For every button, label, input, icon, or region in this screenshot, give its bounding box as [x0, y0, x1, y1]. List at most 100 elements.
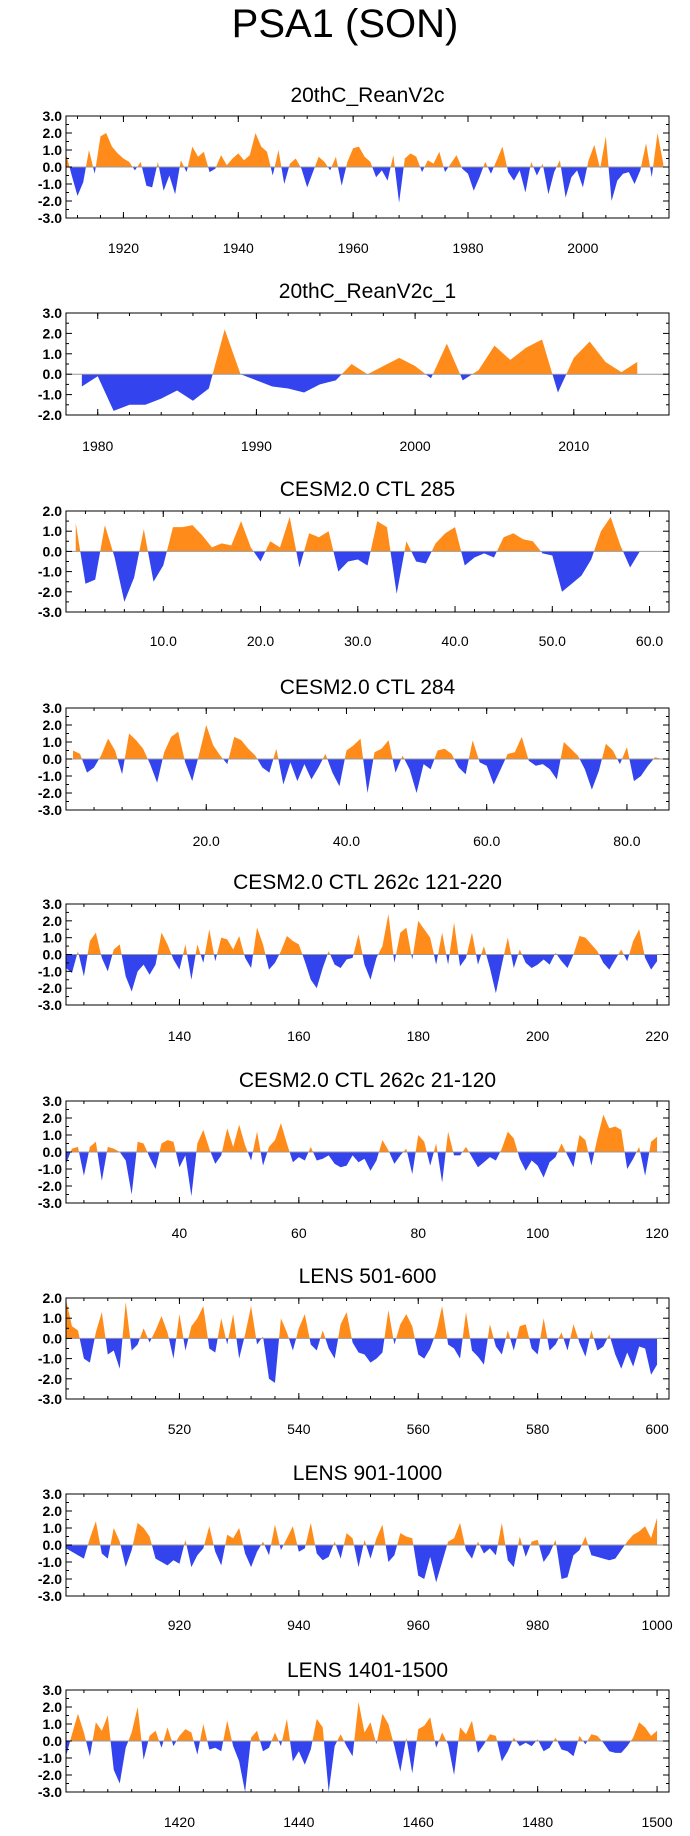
negative-area	[66, 1741, 658, 1792]
x-tick-label: 30.0	[344, 633, 371, 649]
y-tick-label: 2.0	[43, 125, 63, 141]
y-tick-label: -2.0	[38, 1371, 62, 1387]
y-tick-label: -3.0	[38, 1588, 62, 1604]
x-tick-label: 1500	[641, 1814, 672, 1830]
y-tick-label: 0.0	[43, 159, 63, 175]
chart-panel-8: LENS 901-1000 3.02.01.00.0-1.0-2.0-3.0 920…	[38, 1462, 673, 1633]
y-tick-label: -1.0	[38, 1351, 62, 1367]
y-tick-label: 2.0	[43, 1699, 63, 1715]
y-tick-label: -1.0	[38, 564, 62, 580]
y-tick-label: -3.0	[38, 604, 62, 620]
positive-area	[66, 1114, 658, 1152]
x-tick-label: 180	[407, 1028, 431, 1044]
y-tick-label: 3.0	[43, 1486, 63, 1502]
page-title: PSA1 (SON)	[231, 2, 459, 46]
x-tick-label: 1960	[338, 240, 369, 256]
chart-panel-7: LENS 501-600 2.0 1.0 0.0 -1.0 -2.0 -3.0 520 540 5…	[38, 1265, 670, 1437]
positive-area	[75, 517, 650, 552]
y-tick-label: 2.0	[43, 503, 63, 519]
negative-area	[66, 1152, 658, 1197]
y-tick-label: 3.0	[43, 700, 63, 716]
chart-panel-3: CESM2.0 CTL 285 2.0 1.0 0.0 -1.0 -2.0 -3.0 10.0…	[38, 478, 670, 649]
y-tick-label: 3.0	[43, 305, 63, 321]
chart-panel-5: CESM2.0 CTL 262c 121-220 3.02.01.00.0-1.0…	[38, 871, 670, 1044]
y-tick-label: -3.0	[38, 1391, 62, 1407]
y-tick-label: 3.0	[43, 1682, 63, 1698]
x-tick-label: 1440	[283, 1814, 314, 1830]
y-tick-label: 1.0	[43, 1310, 63, 1326]
y-tick-label: 3.0	[43, 896, 63, 912]
x-tick-label: 520	[168, 1421, 192, 1437]
y-tick-label: 2.0	[43, 1290, 63, 1306]
x-tick-label: 50.0	[539, 633, 566, 649]
y-tick-label: -2.0	[38, 1767, 62, 1783]
x-tick-label: 540	[287, 1421, 311, 1437]
negative-area	[73, 759, 662, 793]
x-tick-label: 40.0	[441, 633, 468, 649]
y-tick-label: 2.0	[43, 1503, 63, 1519]
y-tick-label: 3.0	[43, 108, 63, 124]
chart-panel-1: 20thC_ReanV2c 3.02.01.00.0-1.0-2.0-3.0 192…	[38, 84, 670, 256]
y-tick-label: 0.0	[43, 543, 63, 559]
y-tick-label: -1.0	[38, 768, 62, 784]
positive-area	[66, 1300, 658, 1339]
x-tick-label: 80	[410, 1225, 426, 1241]
y-tick-label: 2.0	[43, 913, 63, 929]
y-tick-label: -1.0	[38, 1161, 62, 1177]
x-tick-label: 60.0	[636, 633, 663, 649]
y-tick-label: -2.0	[38, 193, 62, 209]
y-tick-label: 2.0	[43, 717, 63, 733]
x-tick-label: 1460	[403, 1814, 434, 1830]
y-tick-label: 1.0	[43, 1127, 63, 1143]
negative-area	[81, 374, 638, 411]
x-tick-label: 10.0	[150, 633, 177, 649]
x-tick-label: 80.0	[613, 833, 640, 849]
chart-panel-6: CESM2.0 CTL 262c 21-1203.02.01.00.0-1.0-…	[38, 1069, 670, 1241]
chart-panel-2: 20thC_ReanV2c_1 3.0 2.0 1.0 0.0 -1.0 -2.0 1980 1…	[38, 280, 670, 454]
y-tick-label: -1.0	[38, 387, 62, 403]
y-tick-label: -2.0	[38, 1178, 62, 1194]
x-tick-label: 40	[172, 1225, 188, 1241]
x-tick-label: 1940	[223, 240, 254, 256]
x-tick-label: 220	[645, 1028, 669, 1044]
positive-area	[66, 914, 658, 955]
y-tick-label: 3.0	[43, 1093, 63, 1109]
x-tick-label: 60	[291, 1225, 307, 1241]
chart-title: CESM2.0 CTL 284	[280, 676, 456, 699]
negative-area	[75, 551, 650, 602]
y-tick-label: -3.0	[38, 802, 62, 818]
x-tick-label: 60.0	[473, 833, 500, 849]
x-tick-label: 140	[168, 1028, 192, 1044]
chart-title: CESM2.0 CTL 262c 121-220	[233, 871, 502, 894]
y-tick-label: -3.0	[38, 210, 62, 226]
x-tick-label: 20.0	[247, 633, 274, 649]
x-tick-label: 940	[287, 1617, 311, 1633]
x-tick-label: 2000	[567, 240, 598, 256]
negative-area	[66, 1338, 658, 1383]
y-tick-label: -2.0	[38, 407, 62, 423]
y-tick-label: -3.0	[38, 1784, 62, 1800]
y-tick-label: -2.0	[38, 785, 62, 801]
x-tick-label: 200	[526, 1028, 550, 1044]
negative-area	[66, 1545, 658, 1583]
chart-panel-9: LENS 1401-1500 3.02.01.00.0-1.0-2.0-3.0 14…	[38, 1659, 673, 1830]
y-tick-label: 0.0	[43, 1733, 63, 1749]
x-tick-label: 920	[168, 1617, 192, 1633]
x-tick-label: 980	[526, 1617, 550, 1633]
chart-title: LENS 1401-1500	[287, 1659, 448, 1682]
x-tick-label: 580	[526, 1421, 550, 1437]
x-tick-label: 40.0	[333, 833, 360, 849]
x-tick-label: 1480	[522, 1814, 553, 1830]
positive-area	[66, 1517, 658, 1545]
y-tick-label: -1.0	[38, 1750, 62, 1766]
y-tick-label: -3.0	[38, 1195, 62, 1211]
x-tick-label: 2010	[558, 438, 589, 454]
chart-title: LENS 901-1000	[293, 1462, 442, 1485]
y-tick-label: 1.0	[43, 142, 63, 158]
y-tick-label: 0.0	[43, 1330, 63, 1346]
chart-title: LENS 501-600	[299, 1265, 437, 1288]
y-tick-label: -2.0	[38, 980, 62, 996]
y-tick-label: 0.0	[43, 751, 63, 767]
chart-title: CESM2.0 CTL 262c 21-120	[239, 1069, 496, 1092]
positive-area	[66, 133, 664, 167]
